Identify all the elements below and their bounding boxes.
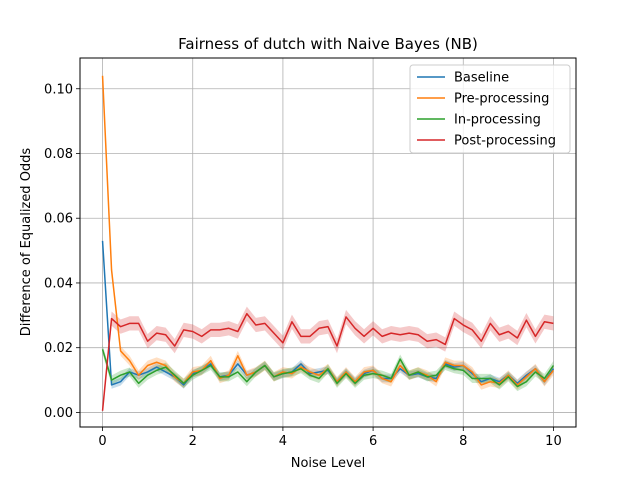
x-tick-label: 8 (459, 434, 467, 449)
y-tick-label: 0.08 (44, 147, 73, 162)
band-in-processing (102, 344, 554, 392)
band-post-processing (102, 306, 554, 413)
y-tick-label: 0.00 (44, 406, 73, 421)
x-tick-label: 6 (369, 434, 377, 449)
series-lines (101, 75, 555, 411)
legend-box (409, 64, 571, 154)
y-axis-ticks: 0.00 0.02 0.04 0.06 0.08 0.10 (44, 82, 80, 421)
x-tick-label: 2 (189, 434, 197, 449)
x-tick-label: 4 (279, 434, 287, 449)
plot-frame (79, 57, 577, 428)
confidence-bands (102, 70, 554, 413)
series-line-post-processing (101, 312, 554, 411)
y-tick-label: 0.02 (44, 341, 73, 356)
legend-label-post-processing: Post-processing (454, 134, 556, 149)
legend: Baseline Pre-processing In-processing Post-… (409, 64, 571, 154)
band-baseline (102, 237, 554, 389)
legend-label-in-processing: In-processing (454, 113, 541, 128)
x-tick-label: 0 (98, 434, 106, 449)
y-tick-label: 0.04 (44, 276, 73, 291)
legend-label-baseline: Baseline (454, 71, 509, 86)
y-axis-label: Difference of Equalized Odds (19, 148, 34, 337)
series-line-in-processing (101, 349, 555, 388)
legend-label-pre-processing: Pre-processing (454, 92, 549, 107)
chart-title: Fairness of dutch with Naive Bayes (NB) (178, 35, 478, 53)
x-tick-label: 10 (545, 434, 562, 449)
y-tick-label: 0.06 (44, 212, 73, 227)
x-axis-label: Noise Level (291, 456, 366, 471)
y-tick-label: 0.10 (44, 82, 73, 97)
x-axis-ticks: 0 2 4 6 8 10 (98, 427, 562, 449)
